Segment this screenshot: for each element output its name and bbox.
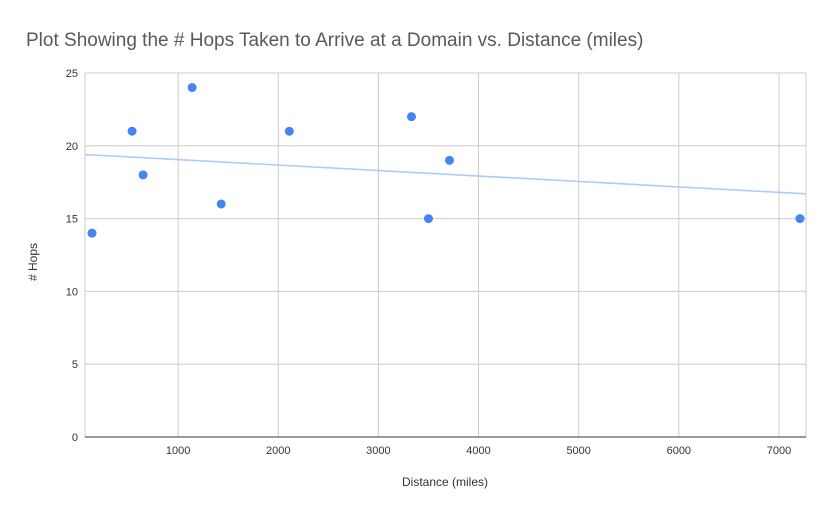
data-point bbox=[216, 199, 226, 209]
y-tick-label: 25 bbox=[66, 68, 78, 80]
y-tick-label: 5 bbox=[72, 359, 78, 371]
y-axis-label: # Hops bbox=[26, 243, 40, 281]
data-points bbox=[87, 83, 805, 238]
x-tick-label: 6000 bbox=[667, 445, 691, 457]
tick-labels: 1000 2000 3000 4000 5000 6000 7000 0 5 10 15 20 25 bbox=[66, 68, 791, 457]
trendline-layer bbox=[84, 153, 807, 195]
data-point bbox=[284, 126, 294, 136]
y-tick-label: 0 bbox=[72, 432, 78, 444]
data-point bbox=[423, 214, 433, 224]
data-point bbox=[445, 155, 455, 165]
data-point bbox=[795, 214, 805, 224]
x-tick-label: 2000 bbox=[266, 445, 290, 457]
x-tick-label: 4000 bbox=[466, 445, 490, 457]
grid bbox=[84, 72, 807, 438]
trendline bbox=[84, 153, 807, 195]
x-tick-label: 7000 bbox=[767, 445, 791, 457]
data-point bbox=[87, 228, 97, 238]
y-tick-label: 10 bbox=[66, 286, 78, 298]
data-point bbox=[406, 112, 416, 122]
y-tick-label: 15 bbox=[66, 214, 78, 226]
data-point bbox=[127, 126, 137, 136]
x-tick-label: 3000 bbox=[366, 445, 390, 457]
x-axis-label: Distance (miles) bbox=[402, 475, 488, 489]
x-tick-label: 5000 bbox=[566, 445, 590, 457]
data-point bbox=[187, 83, 197, 93]
x-tick-label: 1000 bbox=[166, 445, 190, 457]
y-tick-label: 20 bbox=[66, 141, 78, 153]
data-point bbox=[138, 170, 148, 180]
chart-title: Plot Showing the # Hops Taken to Arrive … bbox=[26, 30, 643, 51]
